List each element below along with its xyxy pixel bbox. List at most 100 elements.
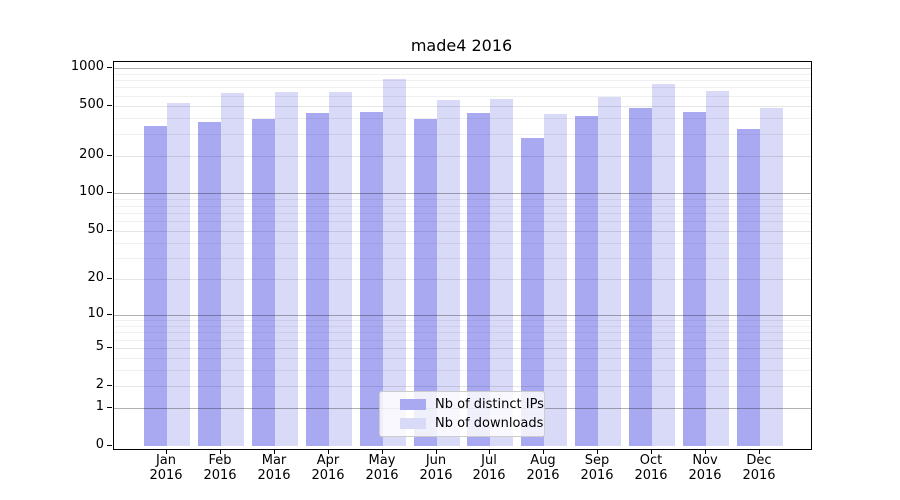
x-tick-label: Jan 2016 [134,453,198,483]
labeled-gridline [114,386,811,387]
x-tick-mark [489,449,490,454]
minor-gridline [114,80,811,81]
x-tick-year: 2016 [365,468,399,483]
minor-gridline [114,326,811,327]
plot-area [113,61,812,450]
x-tick-mark [220,449,221,454]
minor-gridline [114,243,811,244]
x-tick-label: Jul 2016 [457,453,521,483]
x-tick-label: Apr 2016 [296,453,360,483]
bar-ips-may [360,112,383,446]
minor-gridline [114,320,811,321]
x-tick-month: Dec [746,453,772,468]
bar-downloads-feb [221,93,244,446]
y-tick-mark [107,278,112,279]
x-tick-month: Nov [692,453,718,468]
minor-gridline [114,332,811,333]
x-tick-label: Jun 2016 [404,453,468,483]
y-tick-mark [107,314,112,315]
y-tick-label: 50 [87,222,104,237]
y-tick-label: 500 [79,97,104,112]
minor-gridline [114,340,811,341]
x-tick-year: 2016 [580,468,614,483]
y-tick-label: 1000 [70,59,104,74]
y-tick-label: 100 [79,184,104,199]
x-tick-year: 2016 [257,468,291,483]
bar-downloads-aug [544,114,567,446]
x-tick-year: 2016 [311,468,345,483]
bar-ips-aug [521,138,544,446]
y-tick-mark [107,230,112,231]
x-tick-month: Aug [530,453,556,468]
y-tick-mark [107,155,112,156]
bar-ips-sep [575,116,598,446]
minor-gridline [114,206,811,207]
legend-swatch-downloads [400,418,426,429]
chart-title: made4 2016 [410,36,513,55]
minor-gridline [114,213,811,214]
bar-downloads-apr [329,92,352,446]
y-tick-label: 0 [95,437,104,452]
y-tick-label: 2 [95,377,104,392]
y-tick-label: 5 [95,339,104,354]
x-tick-label: May 2016 [350,453,414,483]
x-tick-month: Feb [208,453,232,468]
bar-downloads-dec [760,108,783,446]
y-tick-mark [107,407,112,408]
labeled-gridline [114,106,811,107]
bar-downloads-jan [167,103,190,446]
x-tick-year: 2016 [203,468,237,483]
x-tick-mark [382,449,383,454]
x-tick-mark [705,449,706,454]
x-tick-mark [328,449,329,454]
bar-downloads-sep [598,97,621,446]
minor-gridline [114,118,811,119]
legend-label: Nb of downloads [435,416,544,431]
x-tick-mark [759,449,760,454]
bar-downloads-may [383,79,406,446]
legend-row: Nb of downloads [400,416,544,431]
y-tick-label: 200 [79,147,104,162]
minor-gridline [114,96,811,97]
y-tick-label: 20 [87,270,104,285]
labeled-gridline [114,156,811,157]
minor-gridline [114,87,811,88]
minor-gridline [114,358,811,359]
legend: Nb of distinct IPs Nb of downloads [379,391,545,437]
bar-downloads-oct [652,84,675,446]
legend-row: Nb of distinct IPs [400,397,544,412]
x-tick-year: 2016 [634,468,668,483]
x-tick-year: 2016 [149,468,183,483]
x-tick-year: 2016 [688,468,722,483]
legend-label: Nb of distinct IPs [435,397,544,412]
bar-ips-apr [306,113,329,446]
x-tick-mark [166,449,167,454]
y-tick-mark [107,385,112,386]
bar-ips-jan [144,126,167,446]
bar-ips-nov [683,112,706,446]
major-gridline [114,315,811,316]
minor-gridline [114,199,811,200]
x-tick-month: Sep [584,453,610,468]
x-tick-label: Nov 2016 [673,453,737,483]
x-tick-label: Mar 2016 [242,453,306,483]
bar-downloads-jul [490,99,513,446]
x-tick-month: Jan [155,453,177,468]
x-tick-mark [651,449,652,454]
x-tick-label: Aug 2016 [511,453,575,483]
y-tick-mark [107,67,112,68]
major-gridline [114,68,811,69]
x-tick-year: 2016 [419,468,453,483]
x-tick-year: 2016 [472,468,506,483]
x-tick-month: Jun [425,453,447,468]
major-gridline [114,193,811,194]
y-tick-label: 10 [87,306,104,321]
x-tick-year: 2016 [526,468,560,483]
x-tick-year: 2016 [742,468,776,483]
bar-ips-jul [467,113,490,446]
x-tick-month: Apr [316,453,340,468]
minor-gridline [114,134,811,135]
y-tick-mark [107,347,112,348]
bar-downloads-jun [437,100,460,446]
